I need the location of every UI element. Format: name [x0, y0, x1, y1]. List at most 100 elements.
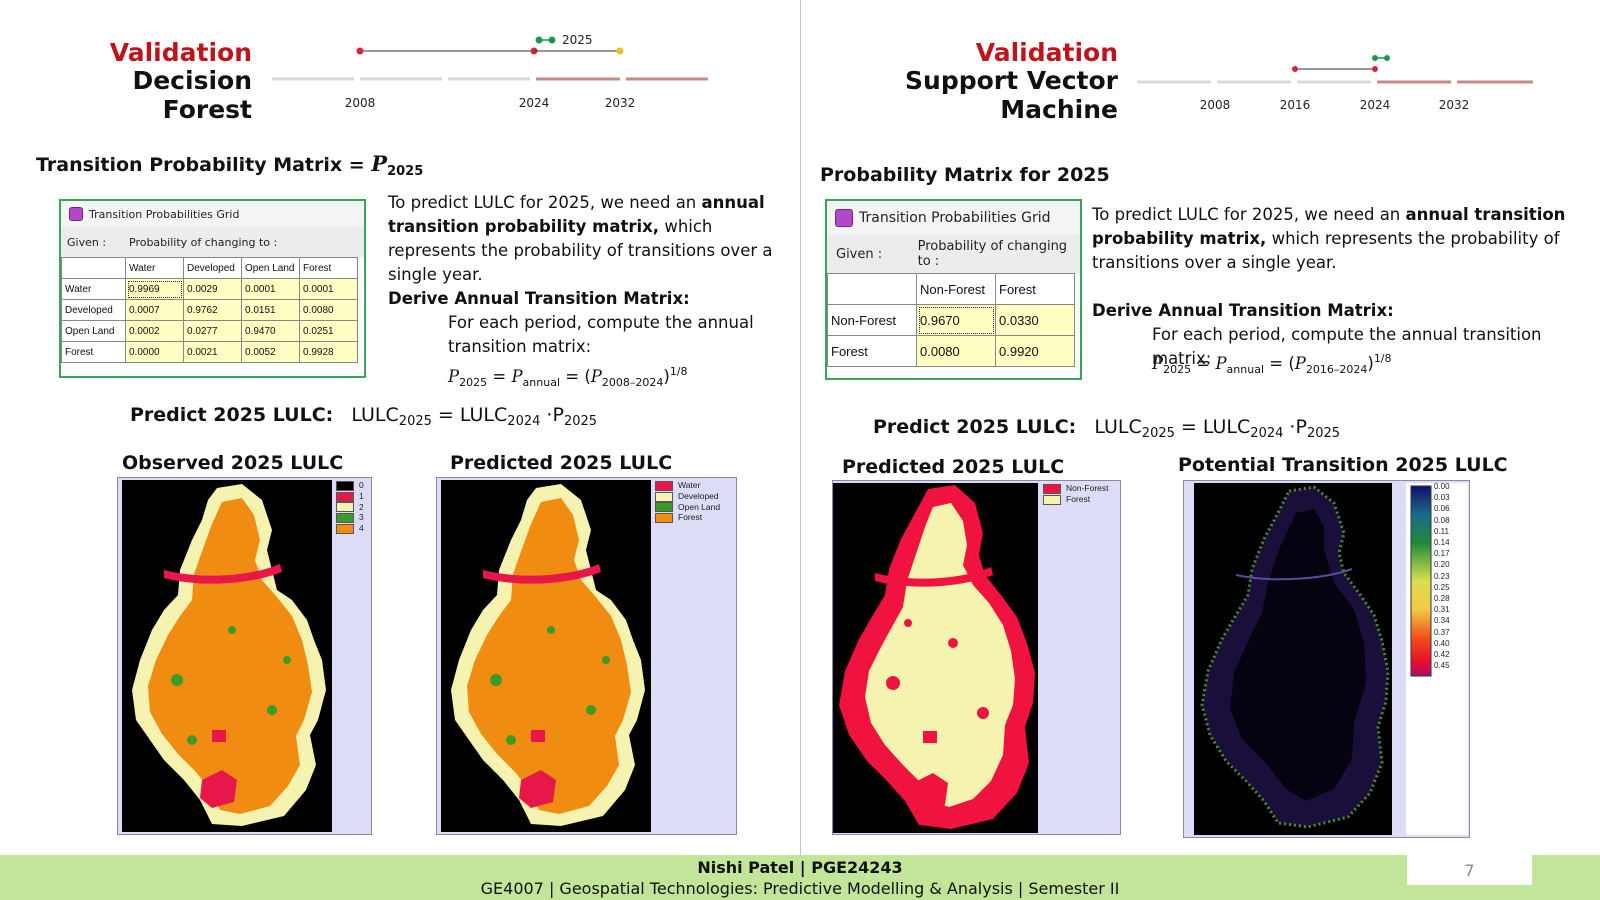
derive-heading-left: Derive Annual Transition Matrix: [388, 289, 690, 308]
map-title-predicted-svm: Predicted 2025 LULC [842, 456, 1065, 478]
legend-item: 2 [336, 502, 364, 513]
tpm-heading: Transition Probability Matrix = P2025 [36, 151, 424, 179]
grid-cell[interactable]: 0.0021 [183, 341, 242, 363]
map-predicted-2025-svm [833, 483, 1038, 833]
grid-row-header: Developed [61, 299, 126, 321]
grid-cell[interactable]: 0.0080 [916, 335, 996, 367]
grid-col-header: Water [125, 257, 184, 279]
map-predicted-2025-df [441, 480, 651, 832]
legend-swatch [655, 491, 673, 502]
colorbar-tick: 0.28 [1434, 594, 1450, 604]
legend-swatch [655, 480, 673, 491]
legend-swatch [336, 480, 354, 491]
timeline-left: 2025 2008 2024 2032 [272, 33, 708, 110]
transition-grid-window-left: Transition Probabilities Grid Given : Pr… [59, 199, 366, 378]
timeline-year: 2032 [1439, 98, 1470, 112]
grid-given-label: Given : [836, 246, 883, 262]
colorbar-tick: 0.20 [1434, 560, 1450, 570]
grid-cell[interactable]: 0.0251 [299, 320, 358, 342]
grid-cell[interactable]: 0.0277 [183, 320, 242, 342]
timeline-year: 2016 [1280, 98, 1311, 112]
grid-row-header: Non-Forest [827, 304, 917, 336]
map-title-potential-transition: Potential Transition 2025 LULC [1178, 454, 1508, 476]
colorbar-tick: 0.11 [1434, 526, 1449, 536]
annual-formula-left: P2025 = Pannual = (P2008–2024)1/8 [448, 365, 688, 389]
derive-text-right: For each period, compute the annual tran… [1152, 325, 1542, 368]
legend-item: Water [655, 480, 720, 491]
grid-col-header: Non-Forest [916, 273, 996, 305]
timeline-year: 2024 [519, 96, 550, 110]
grid-cell[interactable]: 0.0001 [299, 278, 358, 300]
model-title-left: Decision Forest [132, 66, 252, 124]
grid-cell[interactable]: 0.0029 [183, 278, 242, 300]
intro-paragraph-right: To predict LULC for 2025, we need an ann… [1092, 205, 1566, 272]
grid-row: Open Land 0.0002 0.0277 0.9470 0.0251 [61, 320, 358, 342]
grid-app-icon [835, 209, 853, 227]
colorbar-tick: 0.17 [1434, 549, 1450, 559]
grid-row: Water 0.9969 0.0029 0.0001 0.0001 [61, 278, 358, 300]
pm-heading: Probability Matrix for 2025 [820, 164, 1110, 186]
grid-row-header: Forest [827, 335, 917, 367]
grid-cell[interactable]: 0.0151 [241, 299, 300, 321]
grid-prob-label: Probability of changing to : [917, 239, 1068, 269]
slide-divider [800, 0, 801, 855]
grid-row: Non-Forest 0.9670 0.0330 [827, 304, 1075, 336]
grid-row-header: Open Land [61, 320, 126, 342]
legend-observed: 0 1 2 3 4 [336, 480, 364, 534]
colorbar-tick: 0.06 [1434, 504, 1450, 514]
grid-cell[interactable]: 0.0080 [299, 299, 358, 321]
grid-cell[interactable]: 0.9920 [995, 335, 1075, 367]
legend-swatch [1043, 483, 1061, 494]
grid-row: Developed 0.0007 0.9762 0.0151 0.0080 [61, 299, 358, 321]
grid-row: Forest 0.0000 0.0021 0.0052 0.9928 [61, 341, 358, 363]
grid-cell[interactable]: 0.9928 [299, 341, 358, 363]
grid-titlebar: Transition Probabilities Grid [827, 201, 1080, 235]
grid-prob-label: Probability of changing to : [129, 235, 278, 249]
map-panel-predicted-df: Water Developed Open Land Forest [436, 477, 737, 835]
grid-col-header: Forest [995, 273, 1075, 305]
grid-cell[interactable]: 0.0000 [125, 341, 184, 363]
grid-cell[interactable]: 0.9969 [125, 278, 184, 300]
footer-author: Nishi Patel | PGE24243 [697, 858, 903, 877]
grid-row-header: Water [61, 278, 126, 300]
legend-swatch [336, 513, 354, 523]
legend-predicted-svm: Non-Forest Forest [1043, 483, 1109, 505]
predict-line-left: Predict 2025 LULC: LULC2025 = LULC2024 ·… [130, 404, 598, 429]
grid-cell[interactable]: 0.9470 [241, 320, 300, 342]
map-title-predicted-df: Predicted 2025 LULC [450, 452, 673, 474]
colorbar-tick: 0.31 [1434, 605, 1450, 615]
timeline-year: 2032 [605, 96, 636, 110]
page-number: 7 [1407, 855, 1532, 885]
transition-table-left: Water Developed Open Land Forest Water 0… [61, 257, 358, 363]
grid-cell[interactable]: 0.9762 [183, 299, 242, 321]
legend-swatch [1043, 494, 1061, 505]
legend-swatch [655, 502, 673, 513]
grid-given-row: Given : Probability of changing to : [61, 227, 364, 257]
legend-swatch [336, 491, 354, 502]
annual-formula-right: P2025 = Pannual = (P2016–2024)1/8 [1152, 352, 1392, 376]
colorbar-labels: 0.00 0.03 0.06 0.08 0.11 0.14 0.17 0.20 … [1434, 481, 1450, 671]
legend-item: Non-Forest [1043, 483, 1109, 494]
legend-item: 1 [336, 491, 364, 502]
legend-item: 0 [336, 480, 364, 491]
legend-item: 4 [336, 523, 364, 534]
grid-given-row: Given : Probability of changing to : [827, 235, 1080, 273]
grid-cell[interactable]: 0.0330 [995, 304, 1075, 336]
timeline-year: 2008 [345, 96, 376, 110]
map-panel-predicted-svm: Non-Forest Forest [832, 480, 1121, 835]
grid-cell[interactable]: 0.0001 [241, 278, 300, 300]
footer-bar: Nishi Patel | PGE24243 GE4007 | Geospati… [0, 855, 1600, 900]
grid-window-title: Transition Probabilities Grid [859, 210, 1051, 226]
predict-line-right: Predict 2025 LULC: LULC2025 = LULC2024 ·… [873, 416, 1341, 441]
colorbar-tick: 0.42 [1434, 650, 1450, 660]
map-title-observed: Observed 2025 LULC [122, 452, 344, 474]
grid-cell[interactable]: 0.9670 [916, 304, 996, 336]
colorbar-tick: 0.00 [1434, 482, 1450, 491]
timeline-2025-label: 2025 [562, 33, 593, 47]
colorbar-tick: 0.03 [1434, 493, 1450, 503]
grid-cell[interactable]: 0.0007 [125, 299, 184, 321]
colorbar-tick: 0.25 [1434, 582, 1450, 592]
grid-cell[interactable]: 0.0052 [241, 341, 300, 363]
grid-cell[interactable]: 0.0002 [125, 320, 184, 342]
grid-app-icon [69, 207, 83, 221]
